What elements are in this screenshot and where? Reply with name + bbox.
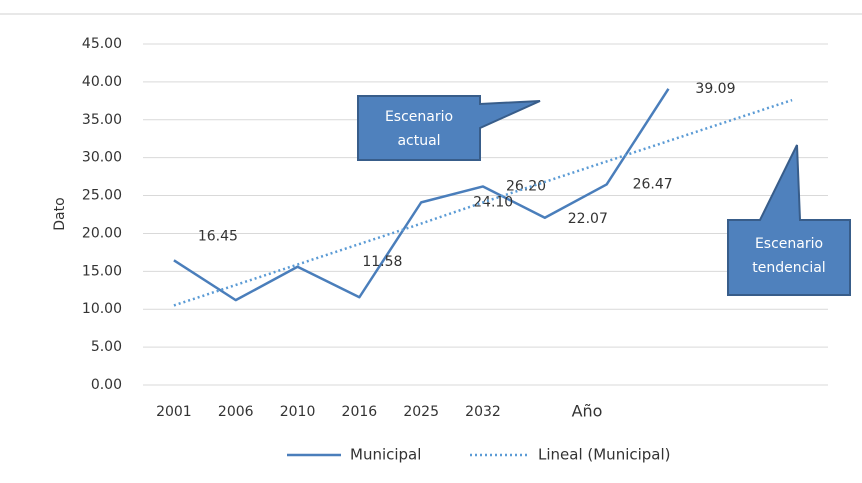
x-tick-label: 2006 [218, 404, 254, 420]
y-tick-label: 35.00 [82, 112, 122, 128]
callout-text: Escenario [385, 109, 453, 125]
x-tick-label: 2016 [342, 404, 378, 420]
y-axis-title: Dato [52, 197, 68, 230]
data-label: 11.58 [362, 254, 402, 270]
callout-shape [727, 144, 851, 296]
y-tick-label: 5.00 [91, 339, 122, 355]
data-label: 24.10 [473, 194, 513, 210]
x-tick-label: 2010 [280, 404, 316, 420]
callout-text: actual [397, 133, 440, 149]
callout: Escenario tendencial [727, 144, 851, 296]
y-tick-label: 30.00 [82, 150, 122, 166]
series-line [173, 98, 793, 307]
x-axis-title: Año [572, 402, 603, 421]
y-tick-label: 15.00 [82, 263, 122, 279]
y-tick-label: 10.00 [82, 301, 122, 317]
y-tick-label: 20.00 [82, 225, 122, 241]
x-tick-label: 2025 [403, 404, 439, 420]
data-label: 26.47 [633, 176, 673, 192]
legend-label: Lineal (Municipal) [538, 446, 671, 464]
y-tick-label: 0.00 [91, 377, 122, 393]
x-tick-label: 2001 [156, 404, 192, 420]
y-tick-label: 45.00 [82, 36, 122, 52]
callout-text: Escenario [755, 236, 823, 252]
data-label: 16.45 [198, 228, 238, 244]
y-tick-label: 40.00 [82, 74, 122, 90]
callout: Escenario actual [357, 95, 541, 161]
y-tick-label: 25.00 [82, 188, 122, 204]
callout-text: tendencial [752, 260, 825, 276]
callout-shape [357, 95, 541, 161]
data-label: 39.09 [695, 81, 735, 97]
x-tick-label: 2032 [465, 404, 501, 420]
series-line [173, 88, 670, 302]
legend-label: Municipal [350, 446, 421, 464]
data-label: 22.07 [568, 211, 608, 227]
